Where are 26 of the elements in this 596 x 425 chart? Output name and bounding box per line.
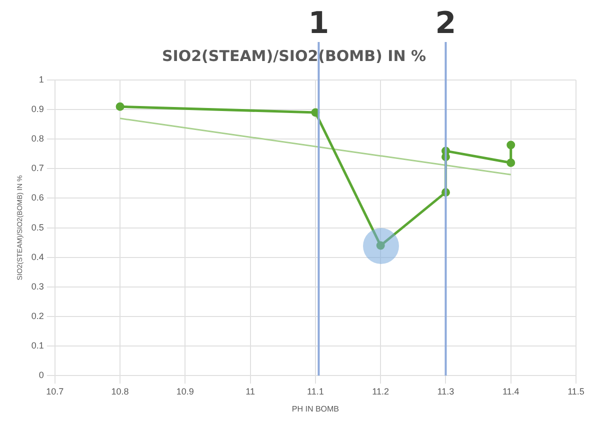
y-tick-label: 0.3 [31,281,44,292]
x-tick-label: 11.5 [568,386,584,396]
y-tick-label: 0.4 [31,252,44,262]
y-tick-label: 0 [38,370,44,380]
point [506,140,516,150]
y-tick-label: 1 [38,74,44,84]
y-tick-label: 0.2 [31,310,44,321]
y-tick-label: 0.5 [31,222,44,232]
y-tick-label: 0.7 [31,163,44,174]
text: 1 [308,6,330,41]
x-tick-label: 11.1 [307,386,324,396]
x-axis-title: PH IN BOMB [292,404,340,414]
x-tick-label: 10.9 [176,386,194,396]
x-tick-label: 11.4 [502,386,520,396]
x-tick-label: 10.7 [46,386,64,396]
y-tick-label: 0.9 [31,104,44,114]
point [116,102,124,111]
x-tick-label: 10.8 [111,386,129,396]
x-tick-label: 11 [246,386,255,396]
x-tick-label: 11.3 [437,386,454,396]
point [506,158,516,168]
y-tick-label: 0.6 [31,192,44,203]
y-tick-label: 0.1 [31,340,44,351]
y-tick-label: 0.8 [31,134,44,144]
text: 2 [435,6,456,41]
x-tick-label: 11.2 [372,386,390,396]
